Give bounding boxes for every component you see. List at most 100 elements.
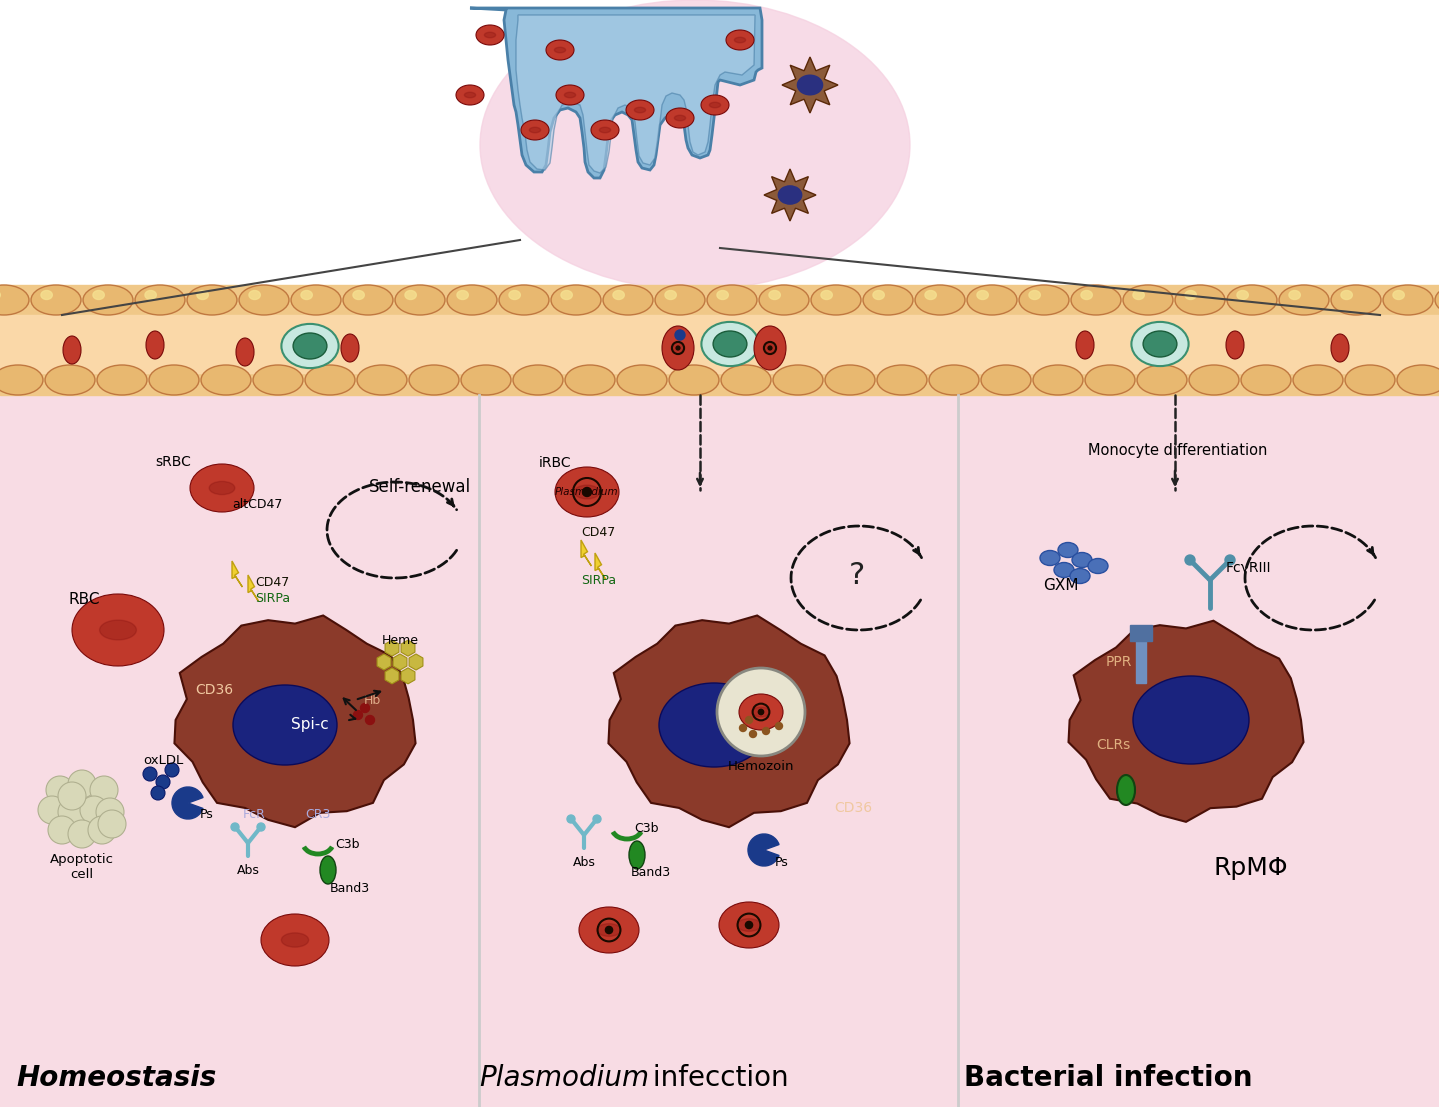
Ellipse shape [1189,365,1239,395]
Ellipse shape [551,284,602,315]
Ellipse shape [1331,334,1348,362]
Ellipse shape [555,85,584,105]
Text: SIRPa: SIRPa [581,573,616,587]
Ellipse shape [1184,290,1196,300]
Ellipse shape [481,0,909,290]
Ellipse shape [476,25,504,45]
Text: infecction: infecction [645,1064,789,1092]
Ellipse shape [591,120,619,139]
Ellipse shape [566,365,614,395]
Polygon shape [471,8,763,178]
Text: cell: cell [71,868,94,880]
Circle shape [354,711,363,720]
Text: Bacterial infection: Bacterial infection [964,1064,1252,1092]
Ellipse shape [1053,562,1073,578]
Bar [0,284,1439,395]
Ellipse shape [876,365,927,395]
Ellipse shape [448,284,496,315]
Ellipse shape [1143,331,1177,356]
Circle shape [675,330,685,340]
Circle shape [68,820,96,848]
Ellipse shape [981,365,1030,395]
Ellipse shape [977,290,989,300]
Ellipse shape [1029,290,1040,300]
Ellipse shape [753,707,770,717]
Ellipse shape [83,284,132,315]
Polygon shape [401,640,414,656]
Text: GXM: GXM [1043,578,1078,592]
Text: Homeostasis: Homeostasis [16,1064,216,1092]
Polygon shape [174,615,416,827]
Ellipse shape [456,85,484,105]
Ellipse shape [669,365,720,395]
Circle shape [37,796,66,824]
Bar [0,395,479,1107]
Ellipse shape [714,331,747,356]
Ellipse shape [666,108,694,128]
Text: CLRs: CLRs [1097,738,1130,752]
Circle shape [763,727,770,735]
Ellipse shape [458,290,468,300]
Text: CD47: CD47 [255,576,289,589]
Circle shape [96,798,124,826]
Polygon shape [377,654,391,670]
Bar [479,395,958,1107]
Ellipse shape [1238,290,1249,300]
Polygon shape [386,640,399,656]
Ellipse shape [233,685,337,765]
Text: ?: ? [849,560,865,590]
Ellipse shape [409,365,459,395]
Text: Plasmodium: Plasmodium [555,487,619,497]
Ellipse shape [1397,365,1439,395]
Bar [1135,638,1145,683]
Circle shape [46,776,73,804]
Circle shape [1184,555,1194,565]
Ellipse shape [1081,290,1092,300]
Ellipse shape [1071,284,1121,315]
Ellipse shape [197,290,209,300]
Ellipse shape [1076,331,1094,359]
Ellipse shape [655,284,705,315]
Ellipse shape [773,365,823,395]
Ellipse shape [1072,552,1092,568]
Ellipse shape [863,284,912,315]
Ellipse shape [659,683,768,767]
Text: Ps: Ps [776,856,789,869]
Ellipse shape [40,290,52,300]
Ellipse shape [342,284,393,315]
Ellipse shape [145,331,164,359]
Ellipse shape [404,290,416,300]
Text: CR3: CR3 [305,808,331,821]
Text: Ps: Ps [200,808,214,821]
Ellipse shape [282,324,338,369]
Ellipse shape [797,75,823,95]
Ellipse shape [555,467,619,517]
Text: Abs: Abs [236,863,259,877]
Ellipse shape [564,92,576,97]
Ellipse shape [873,290,885,300]
Ellipse shape [0,365,43,395]
Ellipse shape [1289,290,1301,300]
Ellipse shape [626,100,653,120]
Text: Heme: Heme [381,633,419,646]
Ellipse shape [717,290,728,300]
Text: FcR: FcR [243,808,265,821]
Ellipse shape [96,365,147,395]
Ellipse shape [145,290,157,300]
Ellipse shape [236,338,255,366]
Ellipse shape [1341,290,1353,300]
Ellipse shape [94,290,105,300]
Ellipse shape [291,284,341,315]
Circle shape [593,815,602,823]
Ellipse shape [341,334,358,362]
Polygon shape [594,554,606,579]
Ellipse shape [734,38,745,43]
Ellipse shape [545,40,574,60]
Circle shape [58,782,86,810]
Ellipse shape [499,284,548,315]
Ellipse shape [740,694,783,730]
Text: SIRPa: SIRPa [255,591,291,604]
Ellipse shape [1227,284,1276,315]
Circle shape [58,798,86,826]
Text: PPR: PPR [1107,655,1132,669]
